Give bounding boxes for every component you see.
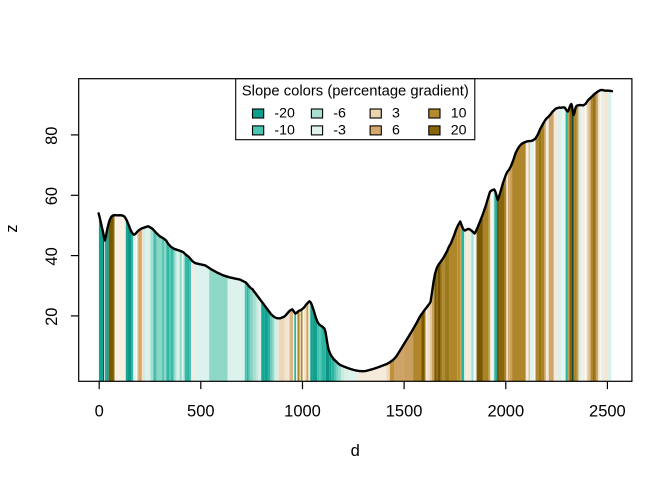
svg-text:-20: -20 [274, 106, 295, 122]
svg-text:40: 40 [43, 247, 61, 265]
svg-text:500: 500 [187, 403, 215, 421]
svg-text:z: z [3, 224, 21, 232]
svg-text:3: 3 [392, 106, 400, 122]
svg-text:20: 20 [43, 308, 61, 326]
svg-text:-6: -6 [333, 106, 346, 122]
svg-text:0: 0 [95, 403, 104, 421]
svg-text:1500: 1500 [386, 403, 423, 421]
svg-text:-3: -3 [333, 123, 346, 139]
svg-text:Slope colors (percentage gradi: Slope colors (percentage gradient) [242, 84, 469, 100]
svg-text:2000: 2000 [487, 403, 524, 421]
svg-text:6: 6 [392, 123, 400, 139]
svg-text:60: 60 [43, 187, 61, 205]
svg-text:20: 20 [451, 123, 467, 139]
svg-text:10: 10 [451, 106, 467, 122]
svg-text:1000: 1000 [284, 403, 321, 421]
svg-text:-10: -10 [274, 123, 295, 139]
svg-text:80: 80 [43, 127, 61, 145]
svg-text:2500: 2500 [589, 403, 626, 421]
svg-text:d: d [351, 442, 360, 460]
